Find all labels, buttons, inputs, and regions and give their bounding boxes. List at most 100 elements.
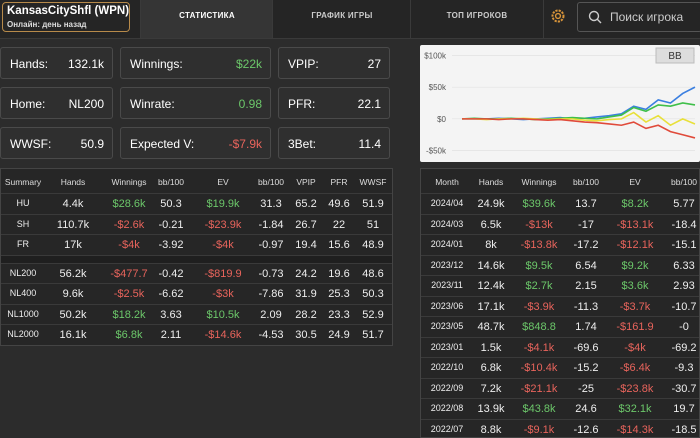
stat-label: Winnings: [130, 57, 183, 71]
row-label: 2022/08 [431, 403, 464, 413]
row-label: 2023/06 [431, 301, 464, 311]
row-label: 2023/12 [431, 260, 464, 270]
table-cell: 31.3 [260, 198, 281, 210]
table-cell: 50.2k [60, 309, 87, 321]
row-label: 2023/11 [431, 280, 463, 290]
table-cell: -$21.1k [521, 383, 558, 395]
table-cell: -17.2 [573, 239, 598, 251]
table-cell: -18.5 [671, 424, 696, 436]
column-header: Hands [479, 177, 504, 187]
row-label: NL400 [10, 288, 37, 298]
table-cell: 19.6 [328, 268, 349, 280]
stat-label: Home: [10, 97, 45, 111]
column-header: Summary [5, 177, 41, 187]
table-cell: $43.8k [522, 403, 555, 415]
table-cell: -$161.9 [616, 321, 653, 333]
table-cell: -$12.1k [617, 239, 654, 251]
table-cell: 51.7 [362, 329, 383, 341]
stat-box: 3Bet:11.4 [278, 127, 390, 159]
column-header: Winnings [112, 177, 147, 187]
table-cell: $19.9k [206, 198, 239, 210]
stat-value: 11.4 [359, 137, 381, 151]
search-placeholder: Поиск игрока [610, 10, 683, 24]
stat-label: WWSF: [10, 137, 51, 151]
stat-box: PFR:22.1 [278, 87, 390, 119]
table-cell: -$3.7k [620, 301, 651, 313]
table-cell: -0 [679, 321, 689, 333]
column-header: Hands [61, 177, 86, 187]
table-cell: -$4k [118, 239, 139, 251]
table-cell: $848.8 [522, 321, 556, 333]
table-cell: -0.42 [158, 268, 183, 280]
table-cell: -$4k [624, 342, 645, 354]
player-status: Онлайн: день назад [7, 20, 87, 29]
row-label: 2022/09 [431, 383, 464, 393]
table-cell: 9.6k [63, 288, 84, 300]
table-cell: 26.7 [295, 219, 316, 231]
graph-line [462, 87, 695, 119]
row-label: 2024/01 [431, 239, 464, 249]
table-cell: 14.6k [478, 260, 505, 272]
table-cell: -10.7 [671, 301, 696, 313]
table-cell: 15.6 [328, 239, 349, 251]
table-cell: -69.2 [671, 342, 696, 354]
player-name: KansasCityShfl (WPN) [7, 5, 129, 17]
table-cell: -$10.4k [521, 362, 558, 374]
stat-label: Expected V: [130, 137, 194, 151]
table-cell: 28.2 [295, 309, 316, 321]
table-cell: 110.7k [57, 219, 89, 231]
tab[interactable]: ГРАФИК ИГРЫ [272, 0, 411, 38]
stat-box: Home:NL200 [0, 87, 113, 119]
table-cell: 50.3 [362, 288, 383, 300]
table-cell: 4.4k [63, 198, 84, 210]
table-cell: 24.2 [295, 268, 316, 280]
table-cell: -9.3 [675, 362, 694, 374]
settings-icon[interactable] [549, 7, 567, 25]
stat-value: 27 [368, 57, 381, 71]
search-box[interactable]: Поиск игрока [577, 2, 700, 32]
row-label: 2023/05 [431, 321, 464, 331]
row-label: NL2000 [7, 329, 39, 339]
tab[interactable]: СТАТИСТИКА [140, 0, 273, 38]
tab[interactable]: ТОП ИГРОКОВ [410, 0, 544, 38]
search-icon [588, 10, 602, 24]
table-cell: -30.7 [671, 383, 696, 395]
table-cell: -$13.1k [617, 219, 654, 231]
column-header: bb/100 [573, 177, 599, 187]
row-label: NL200 [10, 268, 37, 278]
y-tick-label: $100k [424, 51, 447, 60]
table-cell: $39.6k [522, 198, 555, 210]
stat-box: Winnings:$22k [120, 47, 271, 79]
table-cell: -18.4 [671, 219, 696, 231]
table-cell: 13.7 [575, 198, 596, 210]
table-cell: -$2.5k [114, 288, 145, 300]
table-cell: 1.5k [481, 342, 502, 354]
table-cell: -$14.6k [205, 329, 242, 341]
table-cell: -25 [578, 383, 594, 395]
table-cell: -$4.1k [524, 342, 555, 354]
stat-box: Hands:132.1k [0, 47, 113, 79]
player-box[interactable]: KansasCityShfl (WPN) Онлайн: день назад [2, 2, 130, 32]
column-header: Winnings [522, 177, 557, 187]
table-cell: -$9.1k [524, 424, 555, 436]
nav-bar: KansasCityShfl (WPN) Онлайн: день назад … [0, 0, 700, 39]
table-cell: 3.63 [160, 309, 181, 321]
row-label: HU [17, 198, 30, 208]
table-cell: 30.5 [295, 329, 316, 341]
table-cell: 6.8k [481, 362, 502, 374]
